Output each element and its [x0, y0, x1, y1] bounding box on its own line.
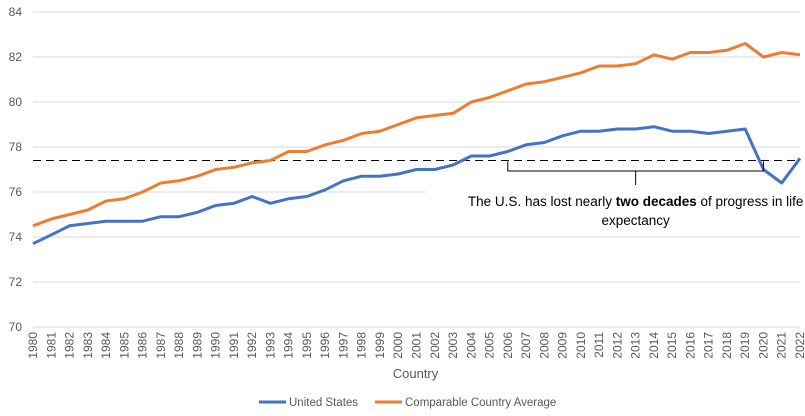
- annotation-bracket: [507, 161, 764, 185]
- x-tick-label: 1986: [136, 332, 150, 359]
- x-tick-label: 2022: [793, 332, 805, 359]
- series-line-comparable-country-average: [32, 42, 801, 228]
- series-line-united-states: [32, 125, 802, 246]
- x-tick-label: 2006: [501, 332, 515, 359]
- x-tick-label: 2016: [683, 332, 697, 359]
- x-tick-label: 1994: [282, 332, 296, 359]
- x-tick-label: 1992: [245, 332, 259, 359]
- series-lines: [32, 42, 802, 246]
- x-tick-label: 2002: [428, 332, 442, 359]
- x-tick-label: 1998: [355, 332, 369, 359]
- x-tick-label: 2011: [592, 332, 606, 358]
- x-tick-label: 2018: [720, 332, 734, 359]
- x-tick-label: 1987: [154, 332, 168, 359]
- x-tick-label: 1991: [227, 332, 241, 359]
- annotation-text-line2: expectancy: [601, 213, 670, 228]
- x-tick-label: 1990: [209, 332, 223, 359]
- y-tick-label: 82: [9, 50, 23, 64]
- x-tick-label: 2020: [756, 332, 770, 359]
- x-tick-label: 2017: [702, 332, 716, 359]
- x-tick-label: 1997: [336, 332, 350, 359]
- x-tick-label: 1988: [172, 332, 186, 359]
- legend-label: United States: [289, 397, 358, 409]
- x-tick-label: 1982: [63, 332, 77, 359]
- x-tick-label: 2009: [556, 332, 570, 359]
- x-tick-label: 1984: [99, 332, 113, 359]
- x-tick-label: 2004: [464, 332, 478, 359]
- x-axis-ticks: 1980 1981 1982 1983 1984 1985 1986 1987 1988 1989…: [26, 332, 805, 359]
- x-tick-label: 2012: [610, 332, 624, 359]
- x-tick-label: 1999: [373, 332, 387, 359]
- y-tick-label: 74: [9, 230, 23, 244]
- annotation-text-after: of progress in life: [697, 194, 804, 209]
- y-tick-label: 72: [9, 275, 23, 289]
- x-tick-label: 2019: [738, 332, 752, 359]
- annotation-text-bold: two decades: [616, 194, 697, 209]
- x-tick-label: 2007: [519, 332, 533, 359]
- x-tick-label: 2014: [647, 332, 661, 359]
- y-tick-label: 84: [9, 5, 23, 19]
- x-tick-label: 1996: [318, 332, 332, 359]
- x-tick-label: 2000: [391, 332, 405, 359]
- x-tick-label: 2003: [446, 332, 460, 359]
- legend-label: Comparable Country Average: [405, 397, 556, 409]
- y-tick-label: 70: [9, 320, 23, 334]
- x-tick-label: 1995: [300, 332, 314, 359]
- y-axis-ticks: 70 72 74 76 78 80 82 84: [9, 5, 23, 334]
- legend: United States Comparable Country Average: [259, 397, 556, 409]
- x-tick-label: 2015: [665, 332, 679, 359]
- x-tick-label: 2013: [629, 332, 643, 359]
- annotation-text-line1: The U.S. has lost nearly two decades of …: [468, 194, 803, 209]
- x-tick-label: 2008: [537, 332, 551, 359]
- x-tick-label: 1980: [26, 332, 40, 359]
- x-tick-label: 1981: [44, 332, 58, 359]
- y-tick-label: 80: [9, 95, 23, 109]
- x-axis-label: Country: [393, 366, 439, 381]
- y-tick-label: 76: [9, 185, 23, 199]
- annotation-text-before: The U.S. has lost nearly: [468, 194, 616, 209]
- x-tick-label: 2001: [410, 332, 424, 359]
- x-tick-label: 2021: [775, 332, 789, 359]
- x-tick-label: 2010: [574, 332, 588, 359]
- x-tick-label: 1985: [117, 332, 131, 359]
- gridlines: [33, 11, 800, 328]
- x-tick-label: 1993: [263, 332, 277, 359]
- x-tick-label: 1989: [190, 332, 204, 359]
- x-tick-label: 2005: [483, 332, 497, 359]
- x-tick-label: 1983: [81, 332, 95, 359]
- y-tick-label: 78: [9, 140, 23, 154]
